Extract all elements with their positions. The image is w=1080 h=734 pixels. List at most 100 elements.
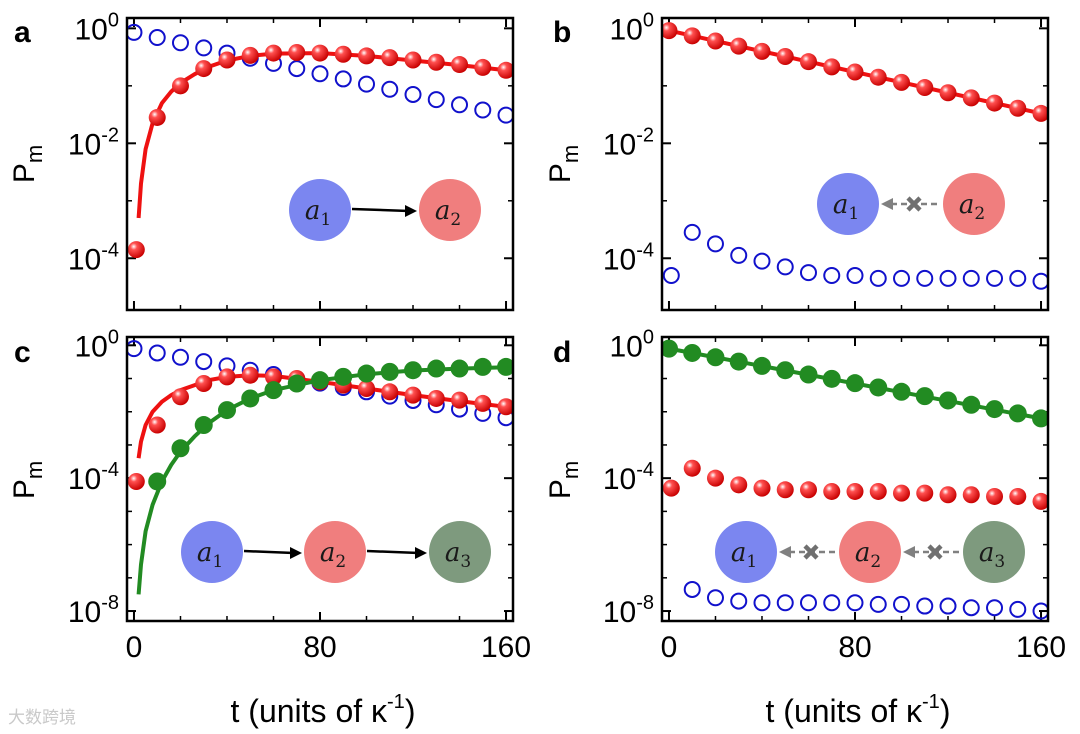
data-point-P2 xyxy=(846,482,864,500)
data-point-P2 xyxy=(662,479,680,497)
data-point-P2 xyxy=(148,416,166,434)
data-point-P1 xyxy=(497,106,513,124)
data-point-P2 xyxy=(148,108,166,126)
y-tick-label: 100 xyxy=(75,326,120,363)
data-point-P1 xyxy=(939,269,957,287)
data-point-P1 xyxy=(334,70,352,88)
data-point-P2 xyxy=(683,459,701,477)
axes-frame xyxy=(660,335,1050,623)
data-point-P2 xyxy=(986,94,1004,112)
data-point-P1 xyxy=(776,594,794,612)
data-point-P1 xyxy=(474,101,492,119)
panel-letter-d: d xyxy=(553,336,571,369)
data-point-P1 xyxy=(730,592,748,610)
data-point-P1 xyxy=(148,29,166,47)
x-tick-label: 160 xyxy=(1016,631,1066,664)
data-point-P3 xyxy=(939,391,958,410)
mode-label: a3 xyxy=(979,538,1005,572)
data-point-P2 xyxy=(195,60,213,78)
data-point-P1 xyxy=(381,80,399,98)
coupling-diagram-a: a1 a2 xyxy=(289,179,481,241)
data-point-P2 xyxy=(358,47,376,65)
y-tick-label: 10-2 xyxy=(603,124,654,161)
mode-label: a2 xyxy=(855,538,881,572)
panel-b: b 100 10-2 10-4 Pm a1 a2 xyxy=(544,9,1050,312)
data-point-P2 xyxy=(127,472,145,490)
arrowhead xyxy=(779,546,791,558)
data-point-P1 xyxy=(753,252,771,270)
data-point-P2 xyxy=(799,53,817,71)
data-point-P3 xyxy=(962,395,981,414)
data-point-P2 xyxy=(823,58,841,76)
data-point-P2 xyxy=(195,375,213,393)
mode-label: a1 xyxy=(197,538,223,572)
axes-frame xyxy=(125,16,515,312)
arrowhead xyxy=(405,205,417,217)
data-point-P3 xyxy=(822,369,841,388)
y-tick-label: 100 xyxy=(610,9,655,46)
mode-node-2 xyxy=(839,521,901,583)
mode-node-2 xyxy=(419,179,481,241)
data-point-P1 xyxy=(962,269,980,287)
x-tick-label: 160 xyxy=(481,631,531,664)
data-point-P1 xyxy=(311,65,329,83)
data-point-P2 xyxy=(427,389,445,407)
data-point-P2 xyxy=(264,44,282,62)
axes-frame xyxy=(125,335,515,623)
plot-area-c xyxy=(127,340,513,595)
data-point-P1 xyxy=(1009,269,1027,287)
mode-label: a1 xyxy=(731,538,757,572)
x-tick-label: 0 xyxy=(126,631,143,664)
data-point-P3 xyxy=(915,387,934,406)
data-point-P3 xyxy=(799,365,818,384)
arrowhead xyxy=(415,547,427,559)
data-point-P2 xyxy=(218,51,236,69)
data-point-P1 xyxy=(195,39,213,57)
data-point-P3 xyxy=(217,401,236,420)
data-point-P2 xyxy=(939,486,957,504)
data-point-P3 xyxy=(241,389,260,408)
data-point-P2 xyxy=(939,84,957,102)
data-point-P2 xyxy=(893,73,911,91)
y-tick-label: 100 xyxy=(75,9,120,46)
data-point-P2 xyxy=(451,56,469,74)
data-point-P1 xyxy=(869,269,887,287)
coupling-arrow xyxy=(243,549,295,555)
panel-letter-a: a xyxy=(14,16,31,49)
data-point-P1 xyxy=(1009,600,1027,618)
data-point-P2 xyxy=(497,61,513,79)
data-point-P3 xyxy=(662,339,678,358)
data-point-P2 xyxy=(404,51,422,69)
mode-node-2 xyxy=(943,173,1005,235)
data-point-P1 xyxy=(939,597,957,615)
mode-node-1 xyxy=(817,173,879,235)
data-point-P3 xyxy=(287,374,306,393)
panel-d: d 0 80 160 100 10-4 10-8 Pm t (units of κ-1) a1 a2… xyxy=(544,326,1066,729)
data-point-P3 xyxy=(311,371,329,390)
data-point-P1 xyxy=(451,96,469,114)
data-point-P3 xyxy=(846,374,864,393)
block-cross-icon xyxy=(803,544,819,560)
data-point-P2 xyxy=(311,44,329,62)
data-point-P1 xyxy=(753,594,771,612)
data-point-P1 xyxy=(662,267,680,285)
x-tick-label: 80 xyxy=(838,631,871,664)
data-point-P3 xyxy=(171,439,190,458)
data-point-P1 xyxy=(962,599,980,617)
data-point-P1 xyxy=(846,594,864,612)
mode-node-3 xyxy=(429,521,491,583)
data-point-P2 xyxy=(986,487,1004,505)
data-point-P3 xyxy=(1008,404,1027,423)
arrowhead xyxy=(881,198,893,210)
coupling-diagram-d: a1 a2 a3 xyxy=(715,521,1025,583)
data-point-P2 xyxy=(427,53,445,71)
data-point-P1 xyxy=(799,594,817,612)
mode-label: a2 xyxy=(320,538,346,572)
data-point-P3 xyxy=(264,381,283,400)
data-point-P2 xyxy=(288,43,306,61)
data-point-P1 xyxy=(683,580,701,598)
panel-letter-b: b xyxy=(553,16,571,49)
data-point-P1 xyxy=(148,344,166,362)
data-point-P2 xyxy=(962,486,980,504)
data-point-P2 xyxy=(1032,104,1048,122)
